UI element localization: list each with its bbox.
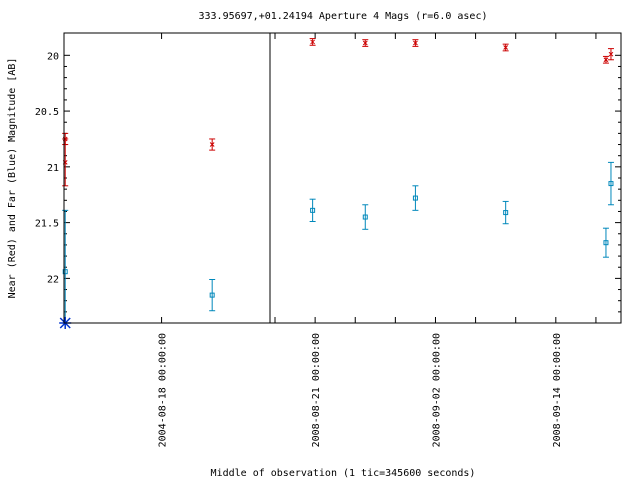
data-point [503,210,509,216]
chart-title: 333.95697,+01.24194 Aperture 4 Mags (r=6… [199,11,488,22]
data-point [608,51,614,57]
y-tick-label: 22 [47,274,59,285]
y-axis-label: Near (Red) and Far (Blue) Magnitude [AB] [7,58,18,299]
data-point [209,292,215,298]
y-tick-label: 20 [47,51,59,62]
data-point [603,240,609,246]
x-tick-label: 2008-09-14 00:00:00 [552,333,563,447]
plot-frame [63,32,622,324]
data-point [503,45,509,50]
data-point [62,269,68,275]
data-point [608,181,614,187]
y-tick-label: 21.5 [35,219,59,230]
data-point [310,39,315,45]
x-tick-label: 2008-08-21 00:00:00 [311,333,322,447]
x-tick-label: 2008-09-02 00:00:00 [431,333,442,447]
y-tick-label: 21 [47,163,59,174]
data-point [413,40,418,46]
data-point [209,142,215,147]
x-axis-label: Middle of observation (1 tic=345600 seco… [211,468,476,479]
data-point [310,207,316,213]
data-point [603,57,609,63]
data-point [362,214,368,220]
x-tick-label: 2004-08-18 00:00:00 [158,333,169,447]
data-point [362,40,368,46]
y-tick-label: 20.5 [35,107,59,118]
data-point [412,195,418,201]
